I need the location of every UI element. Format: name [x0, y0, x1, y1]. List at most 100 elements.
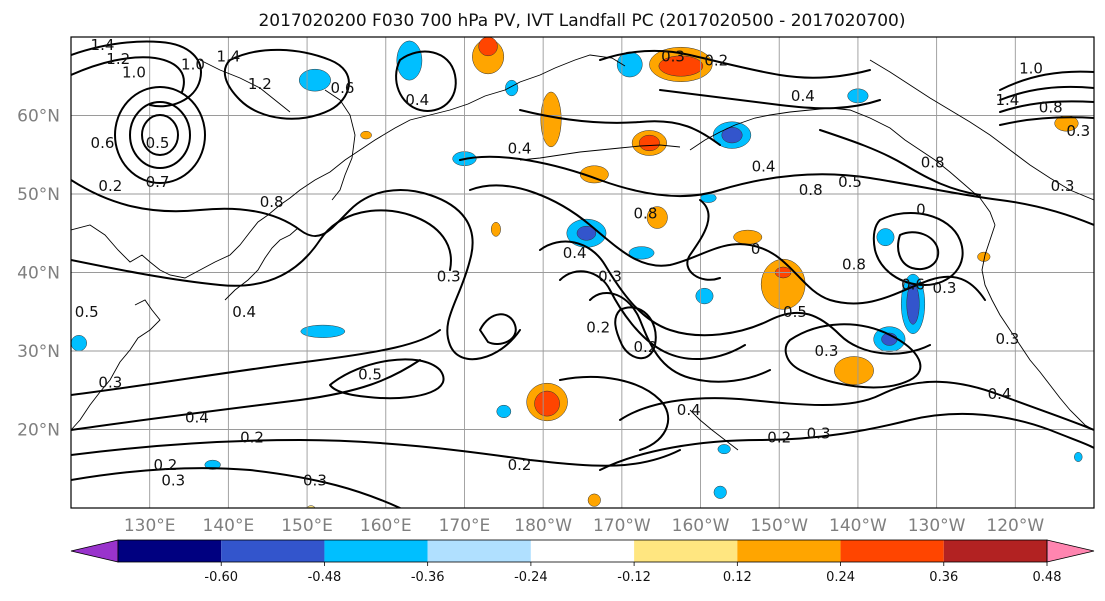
colorbar-swatch	[530, 540, 635, 562]
pv-contour	[71, 209, 452, 287]
colorbar-tick-label: 0.12	[723, 570, 752, 585]
colorbar-tick-label: -0.24	[514, 570, 548, 585]
contour-label: 0.8	[842, 256, 866, 274]
colorbar-swatch	[943, 540, 1047, 562]
latitude-tick-label: 50°N	[17, 185, 60, 205]
colorbar-tick-label: 0.36	[929, 570, 958, 585]
latitude-tick-labels: 20°N 30°N 40°N 50°N 60°N	[17, 107, 60, 441]
latitude-tick-label: 20°N	[17, 421, 60, 441]
contour-label: 0.4	[185, 409, 209, 427]
pv-contour	[469, 184, 986, 305]
contour-label: 1.0	[181, 55, 205, 73]
contour-label: 0.5	[783, 303, 807, 321]
contour-label: 0.8	[799, 181, 823, 199]
contour-labels: 1.41.21.0 1.0 1.40.6 0.50.2 0.70.81.2 0.60.40…	[75, 36, 1090, 490]
longitude-tick-label: 120°W	[986, 516, 1044, 536]
contour-label: 0.2	[704, 52, 728, 70]
contour-label: 0.4	[752, 158, 776, 176]
contour-label: 0.3	[933, 279, 957, 297]
ivt-shade-orange	[579, 165, 609, 184]
colorbar-tick-label: -0.36	[411, 570, 445, 585]
ivt-shade-red	[534, 390, 560, 417]
ivt-shade-lightblue	[496, 404, 512, 418]
pv-contour	[559, 375, 670, 451]
ivt-shade-orange	[360, 130, 372, 140]
colorbar-extend-max	[1046, 539, 1095, 563]
ivt-shade-orange	[834, 356, 874, 386]
longitude-tick-label: 160°W	[672, 516, 730, 536]
contour-label: 0.4	[988, 385, 1012, 403]
pv-contour	[223, 48, 350, 120]
pv-contour	[897, 231, 940, 270]
contour-label: 0.4	[508, 139, 532, 157]
ivt-shade-orange	[646, 206, 668, 229]
ivt-shade-yellow	[306, 505, 316, 508]
pv-contour	[784, 323, 922, 389]
pv-contours	[71, 40, 1094, 508]
pv-contour	[71, 439, 681, 467]
contour-label: 0.2	[154, 456, 178, 474]
pv-contour	[71, 467, 401, 508]
pv-contour	[614, 306, 657, 360]
coastline-alaska	[689, 107, 996, 226]
contour-label: 0.4	[677, 401, 701, 419]
contour-label: 0.5	[838, 173, 862, 191]
contour-label: 0.5	[75, 303, 99, 321]
pv-contour	[129, 101, 191, 169]
ivt-shade-blue	[576, 225, 597, 241]
contour-label: 0.2	[98, 177, 122, 195]
pv-contour	[999, 116, 1094, 126]
ivt-shade-blue	[721, 127, 743, 144]
contour-label: 0.3	[437, 267, 461, 285]
colorbar: -0.60 -0.48 -0.36 -0.24 -0.12 0.12 0.24 0.36 0.4…	[70, 539, 1095, 585]
graticule	[71, 37, 1094, 508]
contour-label: 0.8	[634, 205, 658, 223]
ivt-shade-red	[658, 55, 704, 77]
pv-contour	[819, 129, 981, 196]
colorbar-swatch	[634, 540, 738, 562]
ivt-shade-lightblue	[717, 444, 731, 455]
ivt-shade-orange	[490, 222, 501, 237]
pv-contour	[999, 100, 1094, 113]
contour-label: 0.2	[767, 428, 791, 446]
contour-label: 0	[916, 201, 926, 219]
colorbar-swatch	[118, 540, 222, 562]
pv-contour	[114, 86, 206, 184]
contour-label: 1.0	[122, 63, 146, 81]
pv-contour	[459, 155, 1094, 226]
contour-label: 0.3	[807, 424, 831, 442]
pv-contour	[71, 359, 421, 431]
contour-label: 1.2	[248, 75, 272, 93]
colorbar-extend-min	[70, 539, 119, 563]
ivt-shading-layer	[71, 37, 1083, 508]
contour-label: 0.2	[586, 318, 610, 336]
longitude-tick-label: 140°E	[203, 516, 255, 536]
contour-label: 0.3	[815, 342, 839, 360]
pv-contour	[999, 70, 1094, 91]
pv-contour	[395, 50, 457, 112]
map-title: 2017020200 F030 700 hPa PV, IVT Landfall…	[258, 11, 905, 31]
ivt-shade-lightblue	[300, 324, 346, 338]
contour-label: 1.0	[1019, 59, 1043, 77]
coastline-north-america	[981, 224, 1094, 431]
pv-contour	[686, 199, 721, 281]
longitude-tick-label: 130°E	[124, 516, 176, 536]
contour-label: 0.5	[146, 134, 170, 152]
ivt-shade-orange	[540, 91, 562, 148]
pv-contour	[599, 49, 871, 79]
pv-contour	[872, 212, 964, 286]
latitude-tick-label: 40°N	[17, 264, 60, 284]
colorbar-tick-label: -0.60	[204, 570, 238, 585]
pv-contour	[559, 270, 746, 361]
pv-contour	[659, 89, 881, 110]
colorbar-tick-label: 0.48	[1033, 570, 1062, 585]
pv-contour	[141, 114, 179, 156]
colorbar-swatch	[221, 540, 325, 562]
colorbar-swatch	[324, 540, 428, 562]
coastline-arctic-asia	[199, 59, 291, 113]
longitude-tick-labels: 130°E 140°E 150°E 160°E 170°E 180°W 170°W 160°W…	[124, 516, 1045, 536]
contour-label: 1.4	[91, 36, 115, 54]
coastline-canada	[869, 59, 1094, 201]
contour-label: 0.3	[661, 48, 685, 66]
pv-contour	[539, 240, 931, 355]
